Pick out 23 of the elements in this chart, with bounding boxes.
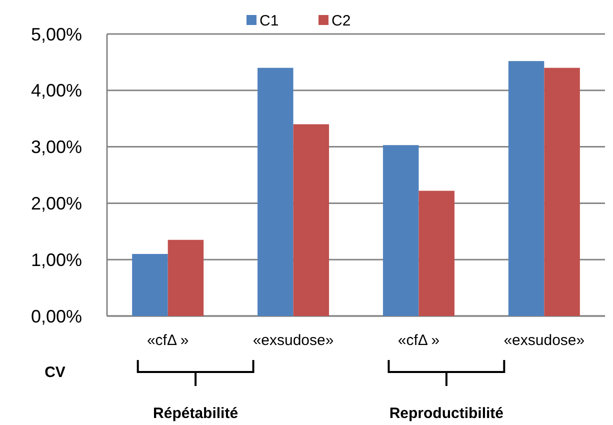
y-tick-label: 0,00% bbox=[30, 306, 82, 326]
x-tick-label: «exsudose» bbox=[252, 332, 334, 349]
y-tick-label: 1,00% bbox=[30, 250, 82, 270]
text: Reproductibilité bbox=[389, 405, 504, 422]
x-tick-label: «exsudose» bbox=[504, 332, 585, 349]
bar bbox=[382, 145, 419, 316]
legend-label: C1 bbox=[260, 12, 279, 30]
bar bbox=[168, 240, 204, 316]
text: Répétabilité bbox=[153, 405, 238, 422]
bar bbox=[544, 68, 580, 316]
bar bbox=[508, 61, 544, 316]
bar bbox=[293, 124, 330, 316]
legend-label: C2 bbox=[332, 12, 351, 30]
y-tick-label: 5,00% bbox=[30, 24, 82, 44]
bar bbox=[258, 68, 294, 316]
y-tick-label: 4,00% bbox=[30, 80, 82, 101]
y-tick-label: 2,00% bbox=[30, 194, 82, 214]
x-tick-label: «cfΔ » bbox=[146, 332, 189, 349]
bar bbox=[418, 190, 454, 316]
text: CV bbox=[44, 364, 66, 381]
bar bbox=[132, 254, 168, 316]
x-tick-label: «cfΔ » bbox=[398, 332, 440, 349]
y-tick-label: 3,00% bbox=[30, 137, 82, 158]
